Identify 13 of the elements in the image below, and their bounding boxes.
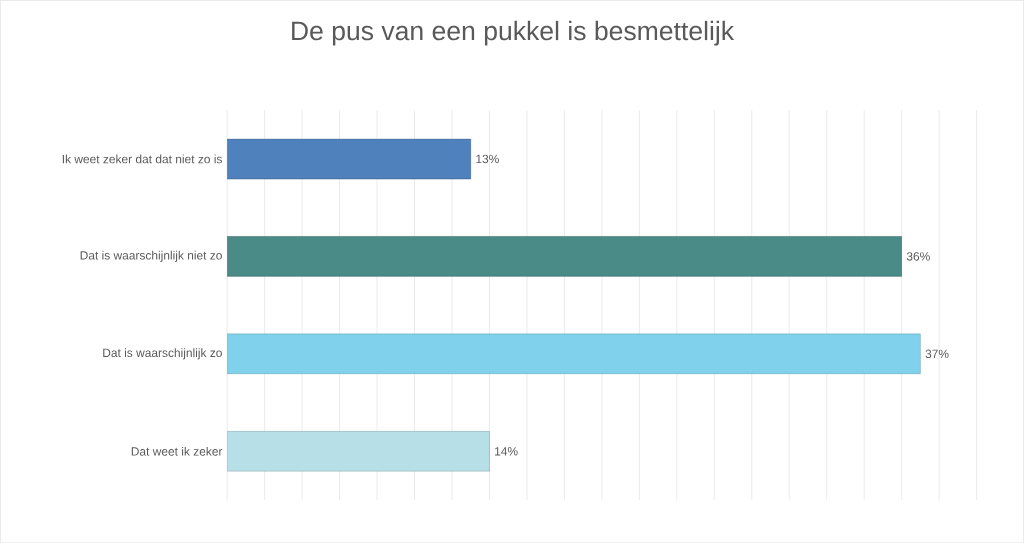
bar (227, 236, 902, 277)
bar (227, 333, 921, 374)
chart-title: De pus van een pukkel is besmettelijk (292, 20, 735, 46)
y-tick-label: Dat is waarschijnlijk zo (103, 348, 222, 360)
bar (227, 430, 490, 472)
y-tick-label: Dat weet ik zeker (131, 446, 223, 456)
bar (227, 138, 471, 180)
data-label: 14% (495, 446, 518, 456)
data-label: 36% (906, 252, 930, 261)
data-label: 37% (925, 349, 949, 358)
y-tick-label: Dat is waarschijnlijk niet zo (80, 250, 222, 262)
data-label: 13% (476, 154, 499, 164)
y-tick-label: Ik weet zeker dat dat niet zo is (62, 154, 222, 164)
